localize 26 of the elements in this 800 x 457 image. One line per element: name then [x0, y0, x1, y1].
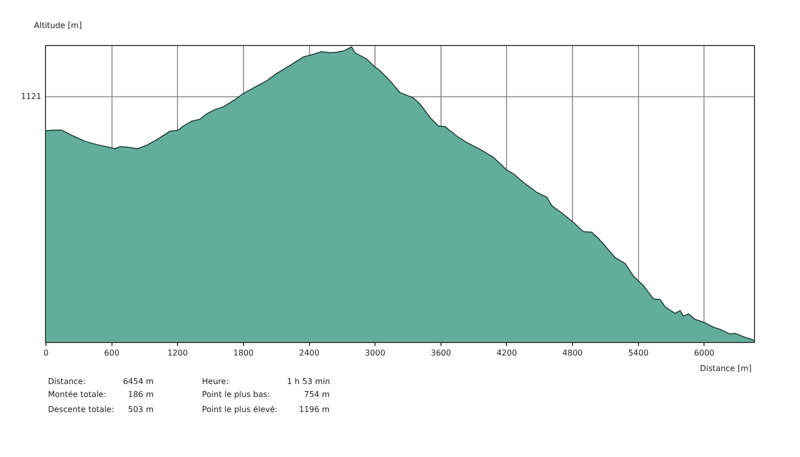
text: Descente totale: [48, 405, 114, 414]
text: Point le plus élevé: [202, 405, 278, 414]
x-tick-label: 1800 [233, 348, 254, 358]
x-tick-label: 6000 [694, 348, 714, 358]
text: Montée totale: [48, 390, 106, 399]
text: 754 m [304, 390, 330, 399]
text: Heure: [202, 377, 229, 386]
text: Distance: [48, 377, 86, 386]
text: 1121 [21, 92, 42, 101]
x-tick-label: 3000 [364, 348, 386, 358]
x-tick-label: 600 [104, 348, 120, 358]
x-tick-label: 5400 [628, 348, 649, 358]
x-tick-label: 3600 [430, 348, 452, 358]
x-axis-title: Distance [m] [700, 364, 752, 373]
x-tick-label: 4200 [496, 348, 517, 358]
x-tick-label: 1200 [167, 348, 188, 358]
y-axis-title: Altitude [m] [34, 21, 82, 30]
text: 1 h 53 min [287, 377, 330, 386]
text: 186 m [128, 390, 154, 399]
text: 503 m [128, 405, 154, 414]
x-tick-label: 4800 [562, 348, 583, 358]
x-tick-label: 0 [43, 348, 49, 358]
text: 6454 m [123, 377, 154, 386]
text: 1196 m [299, 405, 330, 414]
text: Point le plus bas: [202, 390, 270, 399]
x-tick-label: 2400 [299, 348, 320, 358]
